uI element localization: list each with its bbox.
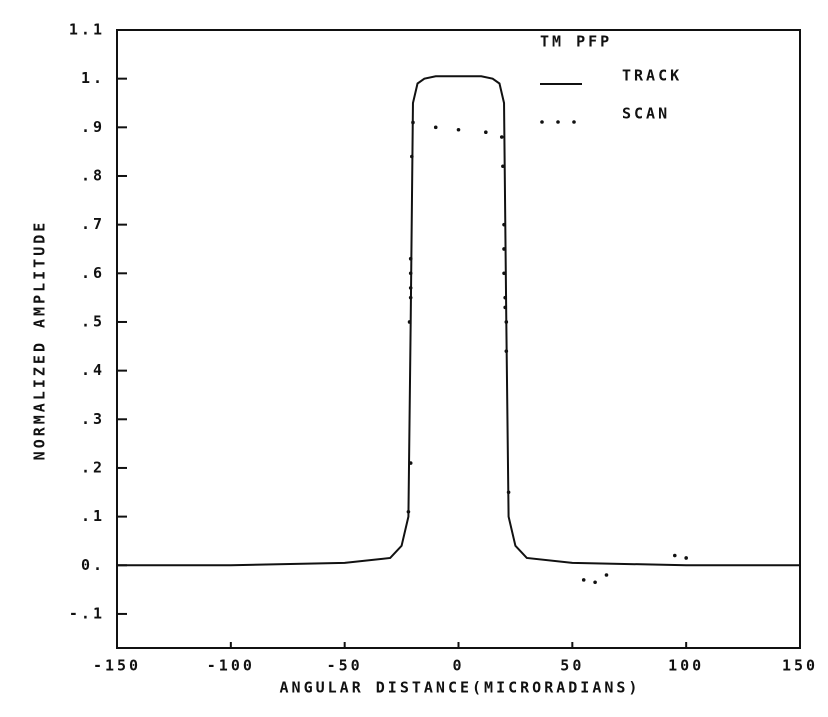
legend-title: TM PFP [540, 33, 612, 51]
scan-point [408, 271, 413, 276]
scan-point [407, 320, 412, 324]
y-tick-label: 1. [81, 69, 105, 87]
scan-point [499, 135, 504, 139]
y-tick-label: .6 [81, 264, 105, 282]
scan-point [502, 247, 506, 251]
x-tick-label: 0 [452, 657, 464, 675]
legend-label: TRACK [622, 67, 682, 85]
y-tick-label: 1.1 [69, 21, 105, 39]
legend-swatch [556, 120, 560, 124]
y-tick-label: .1 [81, 507, 105, 525]
x-tick-label: 150 [782, 657, 818, 675]
legend-swatch [540, 120, 544, 124]
scan-point [593, 580, 597, 585]
scan-point [408, 295, 413, 300]
x-axis-label: ANGULAR DISTANCE(MICRORADIANS) [280, 679, 641, 697]
scan-point [502, 222, 506, 227]
scan-point [406, 509, 411, 514]
scan-point [408, 286, 413, 290]
y-tick-label: .2 [81, 458, 105, 476]
x-tick-label: -100 [207, 657, 255, 675]
scan-point [503, 295, 507, 300]
y-tick-label: -.1 [69, 604, 105, 622]
x-tick-label: 50 [560, 657, 584, 675]
scan-point [408, 461, 413, 465]
scan-point [506, 490, 511, 495]
scan-point [503, 305, 507, 310]
y-tick-label: .4 [81, 361, 105, 379]
scan-point [504, 349, 509, 353]
y-tick-label: .5 [81, 312, 105, 330]
plot-frame [116, 29, 801, 649]
y-tick-label: .3 [81, 410, 105, 428]
scan-point [410, 154, 414, 159]
x-tick-label: -50 [327, 657, 363, 675]
scan-point [672, 553, 677, 558]
scan-point [502, 271, 506, 276]
scan-point [504, 320, 509, 324]
track-line [117, 75, 800, 567]
scan-point [684, 556, 688, 560]
y-tick-label: .9 [81, 118, 105, 136]
scan-point [604, 573, 609, 577]
y-tick-label: .7 [81, 215, 105, 233]
legend-swatch [572, 120, 576, 124]
scan-point [501, 164, 505, 169]
y-axis-label: NORMALIZED AMPLITUDE [31, 220, 49, 461]
scan-point [411, 120, 415, 125]
scan-point [433, 125, 438, 130]
y-tick-label: .8 [81, 166, 105, 184]
x-tick-label: -150 [93, 657, 141, 675]
scan-point [581, 578, 586, 582]
legend-label: SCAN [622, 105, 670, 123]
scan-point [408, 256, 413, 261]
scan-point [456, 127, 461, 132]
y-tick-label: 0. [81, 556, 105, 574]
scan-point [484, 130, 488, 134]
x-tick-label: 100 [668, 657, 704, 675]
